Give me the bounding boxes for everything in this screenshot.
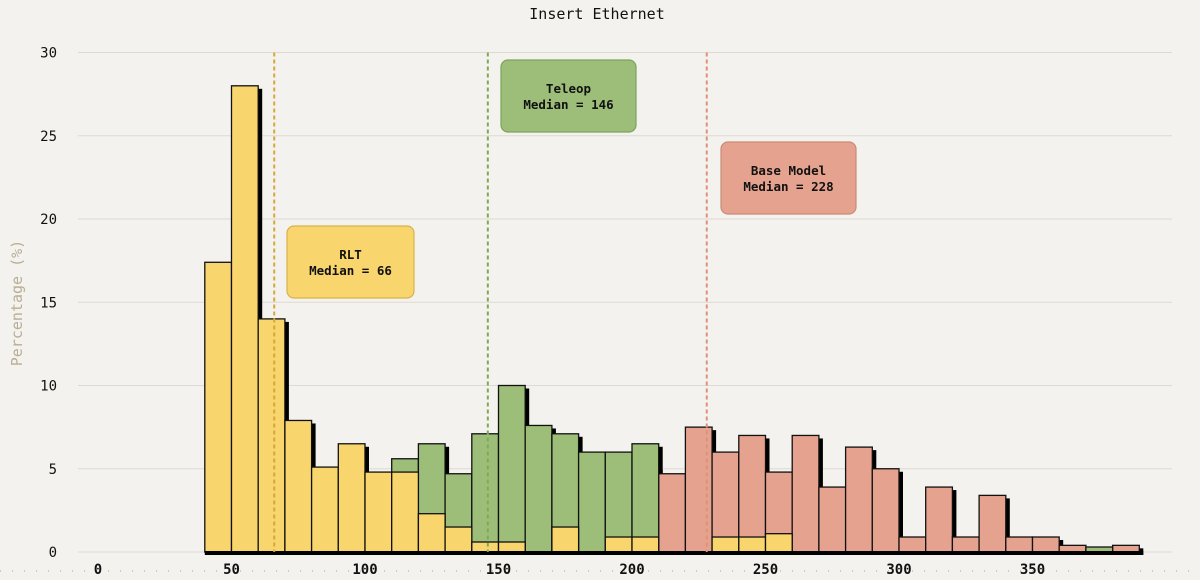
- baseline-bar: [204, 551, 1144, 555]
- bar-base-model-300: [898, 536, 927, 553]
- x-tick-label: 300: [886, 562, 911, 578]
- bar-base-model-310: [925, 486, 954, 553]
- bar-rlt-200: [631, 536, 660, 553]
- annotation-background: [720, 141, 857, 215]
- y-tick-label: 30: [40, 46, 57, 62]
- bars: [204, 85, 1140, 553]
- bar-base-model-290: [871, 468, 900, 553]
- x-tick-label: 150: [486, 562, 511, 578]
- annotation-median: Median = 146: [523, 97, 613, 112]
- annotation-background: [286, 225, 415, 299]
- bar-base-model-270: [818, 486, 847, 553]
- x-tick-label: 200: [619, 562, 644, 578]
- y-axis-ticks: 0 5 10 15 20 25 30: [40, 46, 57, 562]
- bar-rlt-140: [471, 541, 500, 553]
- x-tick-label: 50: [223, 562, 240, 578]
- bar-base-model-340: [1005, 536, 1034, 553]
- bar-rlt-230: [711, 536, 740, 553]
- bar-teleop-180: [577, 451, 606, 553]
- x-tick-label: 0: [94, 562, 102, 578]
- bar-rlt-90: [337, 443, 366, 553]
- bar-teleop-200: [631, 443, 660, 553]
- bar-base-model-260: [791, 434, 820, 553]
- y-tick-label: 5: [49, 462, 57, 478]
- bar-base-model-240: [738, 434, 767, 553]
- median-lines: [273, 52, 708, 552]
- bar-base-model-350: [1031, 536, 1060, 553]
- bar-rlt-110: [391, 471, 420, 553]
- annotation-title: Base Model: [751, 163, 826, 178]
- bar-teleop-160: [524, 424, 553, 553]
- bar-teleop-150: [497, 384, 526, 553]
- x-tick-label: 100: [352, 562, 377, 578]
- bar-teleop-140: [471, 433, 500, 553]
- bar-base-model-330: [978, 494, 1007, 553]
- bar-base-model-220: [684, 426, 713, 553]
- y-tick-label: 15: [40, 295, 57, 311]
- bar-rlt-60: [257, 318, 286, 553]
- annotation-median: Median = 228: [743, 179, 833, 194]
- bar-rlt-40: [204, 261, 233, 553]
- bar-rlt-170: [551, 526, 580, 553]
- x-tick-label: 250: [753, 562, 778, 578]
- y-axis-label: Percentage (%): [8, 240, 26, 366]
- bar-rlt-80: [310, 466, 339, 553]
- bar-rlt-150: [497, 541, 526, 553]
- annotation-median: Median = 66: [309, 263, 392, 278]
- x-tick-label: 350: [1020, 562, 1045, 578]
- bar-base-model-210: [658, 473, 687, 553]
- y-tick-label: 0: [49, 545, 57, 561]
- bar-base-model-280: [844, 446, 873, 553]
- x-axis-ticks: 0 50 100 150 200 250 300 350: [94, 562, 1045, 578]
- bar-rlt-50: [230, 85, 259, 553]
- baseline: [204, 551, 1144, 555]
- annotation-title: Teleop: [546, 81, 591, 96]
- y-tick-label: 25: [40, 129, 57, 145]
- y-tick-label: 20: [40, 212, 57, 228]
- bar-rlt-240: [738, 536, 767, 553]
- bar-rlt-100: [364, 471, 393, 553]
- annotation-background: [500, 59, 637, 133]
- bar-rlt-130: [444, 526, 473, 553]
- bar-rlt-190: [604, 536, 633, 553]
- bar-rlt-70: [284, 419, 313, 553]
- chart-title: Insert Ethernet: [529, 5, 664, 23]
- bar-rlt-120: [417, 513, 446, 553]
- bar-rlt-250: [764, 533, 793, 553]
- annotation-title: RLT: [339, 247, 362, 262]
- y-tick-label: 10: [40, 379, 57, 395]
- bar-base-model-320: [951, 536, 980, 553]
